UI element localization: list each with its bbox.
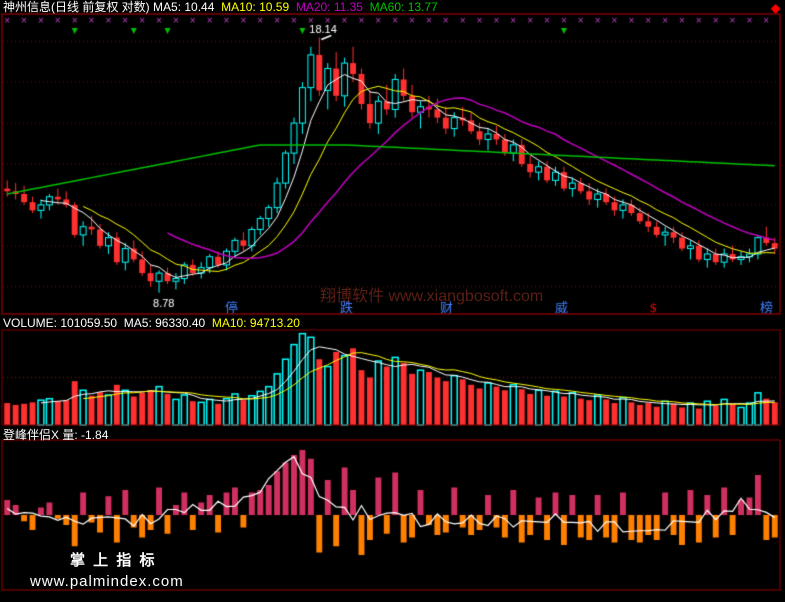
osc-val: -1.84: [81, 428, 108, 442]
stock-title: 神州信息(日线 前复权 对数): [3, 0, 150, 14]
osc-header: 登峰伴侣X 量: -1.84: [3, 428, 108, 442]
vol-label: VOLUME:: [3, 316, 57, 330]
volma10-val: 94713.20: [250, 316, 300, 330]
ma60-label: MA60:: [370, 0, 405, 14]
footer-title: 掌 上 指 标: [70, 549, 157, 570]
ma10-label: MA10:: [221, 0, 256, 14]
osc-label: 登峰伴侣X 量:: [3, 428, 78, 442]
volma5-val: 96330.40: [155, 316, 205, 330]
ma20-label: MA20:: [296, 0, 331, 14]
ma20-val: 11.35: [334, 0, 363, 14]
volma5-label: MA5:: [124, 316, 152, 330]
footer-url: www.palmindex.com: [30, 573, 184, 590]
price-header: 神州信息(日线 前复权 对数) MA5: 10.44 MA10: 10.59 M…: [3, 0, 438, 14]
chart-container: 神州信息(日线 前复权 对数) MA5: 10.44 MA10: 10.59 M…: [0, 0, 785, 602]
ma5-val: 10.44: [184, 0, 214, 14]
ma10-val: 10.59: [259, 0, 289, 14]
watermark: 翔博软件 www.xiangbosoft.com: [320, 282, 543, 306]
volma10-label: MA10:: [212, 316, 247, 330]
ma60-val: 13.77: [408, 0, 438, 14]
ma5-label: MA5:: [153, 0, 181, 14]
vol-val: 101059.50: [60, 316, 117, 330]
volume-header: VOLUME: 101059.50 MA5: 96330.40 MA10: 94…: [3, 316, 300, 330]
